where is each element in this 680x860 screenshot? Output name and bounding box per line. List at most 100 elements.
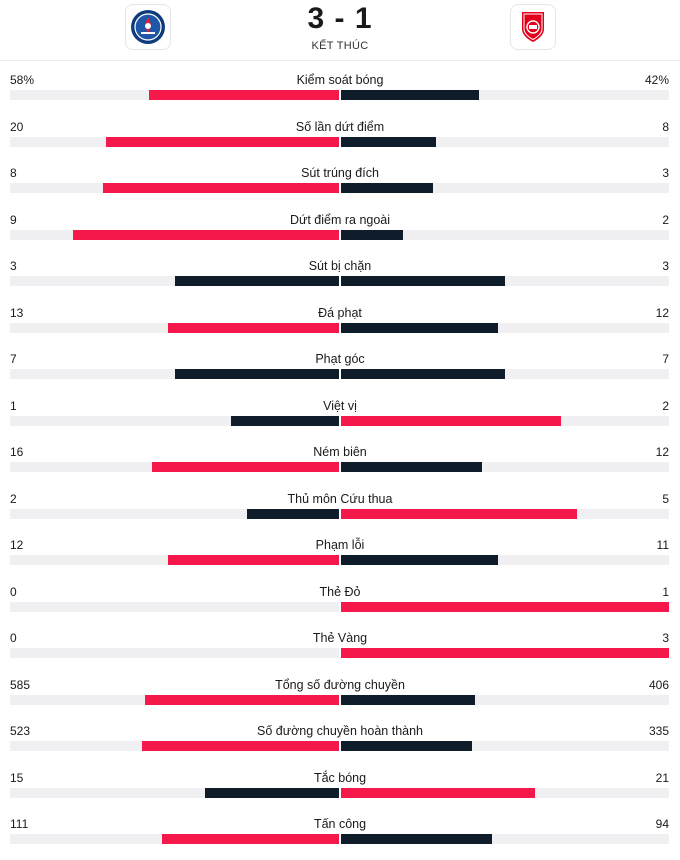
home-stat-value: 3	[10, 259, 17, 273]
home-stat-bar	[175, 276, 339, 286]
away-stat-bar	[341, 834, 492, 844]
away-stat-track	[341, 694, 669, 705]
match-header: 3 - 1 KẾT THÚC	[0, 0, 680, 61]
match-score: 3 - 1	[307, 2, 373, 35]
match-status: KẾT THÚC	[311, 40, 369, 52]
away-team-logo[interactable]	[510, 4, 556, 50]
away-stat-track	[341, 369, 669, 379]
home-stat-track	[10, 694, 339, 705]
home-team-logo[interactable]	[125, 4, 171, 50]
home-stat-bar	[168, 555, 339, 565]
away-stat-bar	[341, 276, 505, 286]
home-stat-bar	[162, 834, 339, 844]
stat-row: 1 Việt vị 2	[0, 398, 680, 442]
home-stat-track	[10, 787, 339, 798]
stat-label: Ném biên	[313, 445, 367, 459]
away-stat-value: 42%	[644, 73, 669, 87]
stat-row: 12 Phạm lỗi 11	[0, 537, 680, 581]
home-stat-value: 58%	[10, 73, 35, 87]
away-stat-bar	[341, 369, 505, 379]
home-stat-value: 0	[10, 631, 17, 645]
away-stat-track	[341, 741, 669, 751]
stat-label: Kiểm soát bóng	[296, 73, 384, 87]
away-stat-track	[341, 462, 669, 472]
away-stat-bar	[341, 183, 433, 193]
home-stat-bar	[149, 90, 339, 100]
away-stat-track	[341, 601, 669, 612]
away-stat-bar	[341, 648, 669, 658]
stat-row: 20 Số lần dứt điểm 8	[0, 119, 680, 163]
home-stat-track	[10, 90, 339, 100]
stat-label: Thẻ Vàng	[312, 631, 368, 645]
away-stat-track	[341, 276, 669, 286]
stat-label: Sút bị chặn	[308, 259, 372, 273]
away-stat-bar	[341, 741, 472, 751]
stat-label: Phạt góc	[315, 352, 365, 366]
away-stat-bar	[341, 694, 475, 705]
stat-row: 15 Tắc bóng 21	[0, 770, 680, 814]
home-stat-track	[10, 462, 339, 472]
stat-label: Thủ môn Cứu thua	[287, 491, 393, 506]
home-stat-value: 13	[10, 305, 24, 320]
home-stat-track	[10, 369, 339, 379]
stat-label: Tổng số đường chuyền	[275, 677, 405, 692]
home-stat-track	[10, 741, 339, 751]
home-stat-track	[10, 183, 339, 193]
home-stat-track	[10, 834, 339, 844]
away-stat-track	[341, 415, 669, 426]
stat-label: Tấn công	[313, 817, 367, 831]
stat-row: 523 Số đường chuyền hoàn thành 335	[0, 723, 680, 767]
home-stat-bar	[168, 322, 339, 333]
stat-row: 0 Thẻ Đỏ 1	[0, 584, 680, 628]
away-stat-track	[341, 322, 669, 333]
away-stat-track	[341, 508, 669, 519]
away-stat-bar	[341, 787, 535, 798]
home-stat-value: 0	[10, 584, 17, 599]
away-stat-value: 7	[662, 352, 669, 366]
away-stat-value: 11	[656, 538, 669, 552]
away-stat-bar	[341, 90, 479, 100]
away-stat-value: 406	[648, 677, 669, 692]
away-stat-value: 12	[655, 445, 669, 459]
home-stat-bar	[152, 462, 339, 472]
away-stat-value: 3	[662, 631, 669, 645]
home-stat-value: 16	[10, 445, 24, 459]
home-stat-value: 8	[10, 166, 17, 180]
stat-label: Số đường chuyền hoàn thành	[257, 724, 423, 738]
stat-row: 58% Kiểm soát bóng 42%	[0, 72, 680, 116]
away-stat-track	[341, 183, 669, 193]
home-stat-value: 523	[10, 724, 31, 738]
away-stat-bar	[341, 508, 577, 519]
stat-row: 13 Đá phạt 12	[0, 305, 680, 349]
stat-label: Việt vị	[323, 398, 357, 413]
away-stat-value: 3	[662, 259, 669, 273]
home-stat-value: 20	[10, 119, 24, 134]
away-stat-bar	[341, 601, 669, 612]
stat-row: 7 Phạt góc 7	[0, 351, 680, 395]
stat-label: Tắc bóng	[313, 770, 367, 785]
home-stat-value: 15	[10, 770, 24, 785]
home-stat-track	[10, 508, 339, 519]
away-stat-bar	[341, 229, 403, 240]
psg-crest-icon	[131, 10, 165, 44]
away-stat-track	[341, 90, 669, 100]
away-stat-track	[341, 787, 669, 798]
away-stat-bar	[341, 462, 482, 472]
stat-row: 111 Tấn công 94	[0, 816, 680, 860]
away-stat-value: 12	[655, 305, 669, 320]
home-stat-value: 585	[10, 677, 31, 692]
stat-row: 8 Sút trúng đích 3	[0, 165, 680, 209]
away-stat-track	[341, 136, 669, 147]
away-stat-bar	[341, 136, 436, 147]
home-stat-value: 12	[10, 538, 24, 552]
home-stat-bar	[145, 694, 339, 705]
away-stat-value: 21	[655, 770, 669, 785]
stat-label: Số lần dứt điểm	[295, 119, 385, 134]
away-stat-value: 2	[662, 398, 669, 413]
home-stat-bar	[175, 369, 339, 379]
stat-row: 585 Tổng số đường chuyền 406	[0, 677, 680, 721]
stat-row: 3 Sút bị chặn 3	[0, 258, 680, 302]
home-stat-track	[10, 648, 339, 658]
away-stat-value: 94	[655, 817, 669, 831]
home-stat-bar	[231, 415, 339, 426]
